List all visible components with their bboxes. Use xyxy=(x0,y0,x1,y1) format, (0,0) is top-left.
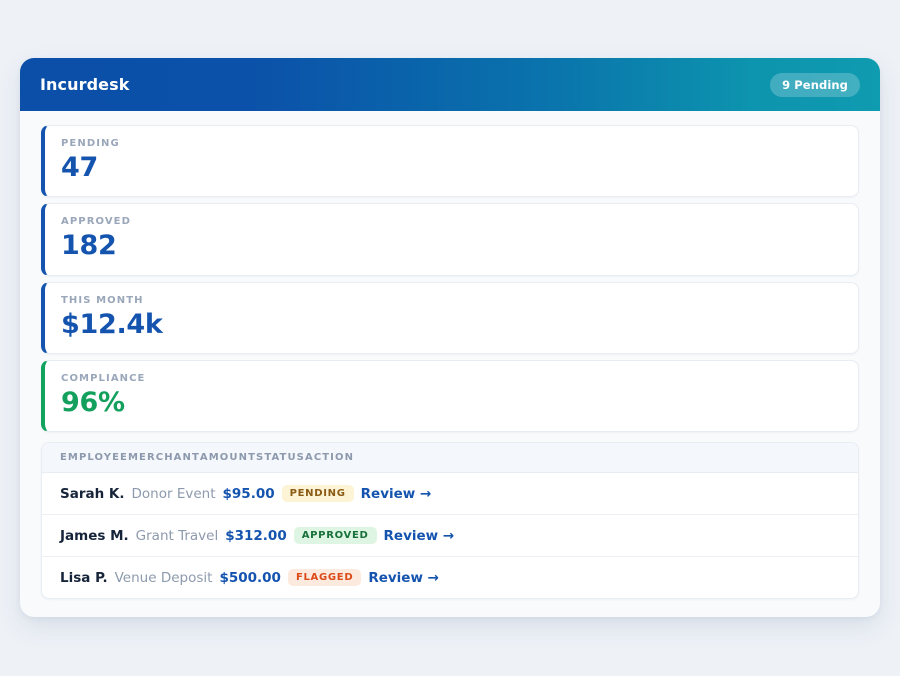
status-badge: FLAGGED xyxy=(287,569,362,587)
stat-card-this-month[interactable]: THIS MONTH $12.4k xyxy=(41,281,859,355)
column-header-employee: EMPLOYEE xyxy=(60,452,128,464)
cell-employee: James M. xyxy=(60,527,129,544)
stat-card-pending[interactable]: PENDING 47 xyxy=(41,125,859,198)
table-row[interactable]: Lisa P. Venue Deposit $500.00 FLAGGED Re… xyxy=(42,557,858,598)
app-title: Incurdesk xyxy=(40,75,130,94)
table-header-row: EMPLOYEE MERCHANT AMOUNT STATUS ACTION xyxy=(42,443,858,474)
stat-card-compliance[interactable]: COMPLIANCE 96% xyxy=(41,360,859,433)
status-badge: APPROVED xyxy=(293,527,377,545)
pending-count-badge: 9 Pending xyxy=(770,72,860,97)
cell-amount: $95.00 xyxy=(222,485,275,502)
stat-value: $12.4k xyxy=(61,308,163,340)
stat-label: COMPLIANCE xyxy=(61,373,146,385)
cell-employee: Sarah K. xyxy=(60,485,125,502)
stat-value: 182 xyxy=(61,230,117,262)
table-row[interactable]: Sarah K. Donor Event $95.00 PENDING Revi… xyxy=(42,473,858,516)
table-row[interactable]: James M. Grant Travel $312.00 APPROVED R… xyxy=(42,515,858,558)
stat-card-list: PENDING 47 APPROVED 182 THIS MONTH $12.4… xyxy=(41,125,859,433)
app-body: PENDING 47 APPROVED 182 THIS MONTH $12.4… xyxy=(20,111,880,617)
cell-merchant: Venue Deposit xyxy=(114,569,213,586)
stat-value: 96% xyxy=(61,387,125,419)
column-header-status: STATUS xyxy=(256,452,305,464)
column-header-amount: AMOUNT xyxy=(199,452,257,464)
cell-employee: Lisa P. xyxy=(60,569,108,586)
stat-label: APPROVED xyxy=(61,216,132,228)
review-link[interactable]: Review → xyxy=(383,527,455,544)
cell-amount: $312.00 xyxy=(225,527,287,544)
stat-label: PENDING xyxy=(61,138,120,149)
stat-value: 47 xyxy=(61,152,98,183)
cell-merchant: Donor Event xyxy=(131,485,216,502)
review-link[interactable]: Review → xyxy=(368,569,439,586)
cell-amount: $500.00 xyxy=(219,569,281,586)
app-header: Incurdesk 9 Pending xyxy=(20,58,880,111)
column-header-merchant: MERCHANT xyxy=(127,452,200,464)
status-badge: PENDING xyxy=(281,485,354,503)
stat-label: THIS MONTH xyxy=(61,294,144,306)
review-link[interactable]: Review → xyxy=(360,485,432,502)
column-header-action: ACTION xyxy=(304,452,355,464)
app-card: Incurdesk 9 Pending PENDING 47 APPROVED … xyxy=(20,58,880,618)
transactions-table: EMPLOYEE MERCHANT AMOUNT STATUS ACTION S… xyxy=(41,442,859,600)
cell-merchant: Grant Travel xyxy=(135,527,219,544)
stat-card-approved[interactable]: APPROVED 182 xyxy=(41,203,859,276)
